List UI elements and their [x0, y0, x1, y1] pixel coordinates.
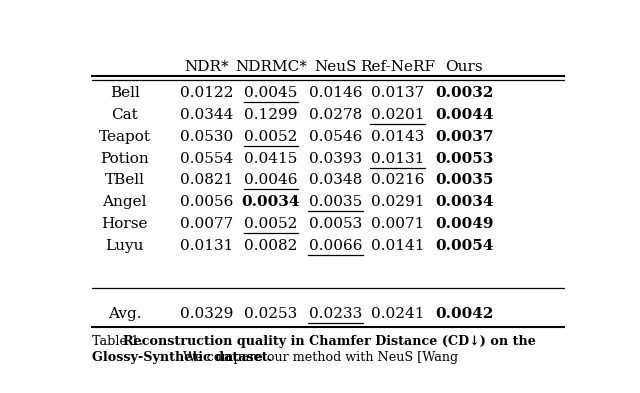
Text: 0.0052: 0.0052 — [244, 217, 298, 231]
Text: 0.0415: 0.0415 — [244, 152, 298, 165]
Text: 0.0131: 0.0131 — [371, 152, 424, 165]
Text: NDR*: NDR* — [184, 60, 228, 74]
Text: 0.0049: 0.0049 — [435, 217, 493, 231]
Text: Cat: Cat — [111, 108, 138, 122]
Text: 0.0053: 0.0053 — [435, 152, 493, 165]
Text: 0.0077: 0.0077 — [180, 217, 233, 231]
Text: 0.0216: 0.0216 — [371, 173, 424, 187]
Text: 0.0122: 0.0122 — [180, 86, 233, 100]
Text: 0.0056: 0.0056 — [180, 195, 233, 209]
Text: Bell: Bell — [109, 86, 140, 100]
Text: Reconstruction quality in Chamfer Distance (CD↓) on the: Reconstruction quality in Chamfer Distan… — [123, 335, 536, 348]
Text: Angel: Angel — [102, 195, 147, 209]
Text: 0.0082: 0.0082 — [244, 239, 298, 253]
Text: 0.0053: 0.0053 — [309, 217, 362, 231]
Text: 0.0329: 0.0329 — [180, 307, 233, 321]
Text: 0.0143: 0.0143 — [371, 130, 424, 144]
Text: 0.0348: 0.0348 — [309, 173, 362, 187]
Text: Avg.: Avg. — [108, 307, 141, 321]
Text: 0.0137: 0.0137 — [371, 86, 424, 100]
Text: Glossy-Synthetic dataset.: Glossy-Synthetic dataset. — [92, 351, 273, 364]
Text: 0.1299: 0.1299 — [244, 108, 298, 122]
Text: 0.0131: 0.0131 — [180, 239, 233, 253]
Text: NDRMC*: NDRMC* — [235, 60, 307, 74]
Text: 0.0241: 0.0241 — [371, 307, 424, 321]
Text: We compare our method with NeuS [Wang: We compare our method with NeuS [Wang — [179, 351, 458, 364]
Text: 0.0393: 0.0393 — [309, 152, 362, 165]
Text: 0.0253: 0.0253 — [244, 307, 298, 321]
Text: 0.0554: 0.0554 — [180, 152, 233, 165]
Text: 0.0046: 0.0046 — [244, 173, 298, 187]
Text: Luyu: Luyu — [106, 239, 144, 253]
Text: Ref-NeRF: Ref-NeRF — [360, 60, 435, 74]
Text: 0.0291: 0.0291 — [371, 195, 424, 209]
Text: 0.0066: 0.0066 — [308, 239, 362, 253]
Text: Ours: Ours — [445, 60, 483, 74]
Text: Teapot: Teapot — [99, 130, 150, 144]
Text: 0.0530: 0.0530 — [180, 130, 233, 144]
Text: Potion: Potion — [100, 152, 149, 165]
Text: 0.0278: 0.0278 — [309, 108, 362, 122]
Text: 0.0071: 0.0071 — [371, 217, 424, 231]
Text: 0.0034: 0.0034 — [242, 195, 300, 209]
Text: 0.0546: 0.0546 — [308, 130, 362, 144]
Text: TBell: TBell — [105, 173, 145, 187]
Text: 0.0042: 0.0042 — [435, 307, 493, 321]
Text: 0.0035: 0.0035 — [309, 195, 362, 209]
Text: 0.0034: 0.0034 — [435, 195, 493, 209]
Text: 0.0045: 0.0045 — [244, 86, 298, 100]
Text: 0.0044: 0.0044 — [435, 108, 493, 122]
Text: 0.0037: 0.0037 — [435, 130, 493, 144]
Text: 0.0201: 0.0201 — [371, 108, 424, 122]
Text: 0.0052: 0.0052 — [244, 130, 298, 144]
Text: 0.0141: 0.0141 — [371, 239, 424, 253]
Text: 0.0032: 0.0032 — [435, 86, 493, 100]
Text: 0.0146: 0.0146 — [308, 86, 362, 100]
Text: 0.0054: 0.0054 — [435, 239, 493, 253]
Text: Horse: Horse — [101, 217, 148, 231]
Text: 0.0344: 0.0344 — [180, 108, 233, 122]
Text: 0.0035: 0.0035 — [435, 173, 493, 187]
Text: 0.0821: 0.0821 — [180, 173, 233, 187]
Text: NeuS: NeuS — [314, 60, 356, 74]
Text: 0.0233: 0.0233 — [309, 307, 362, 321]
Text: Table 1.: Table 1. — [92, 335, 148, 348]
